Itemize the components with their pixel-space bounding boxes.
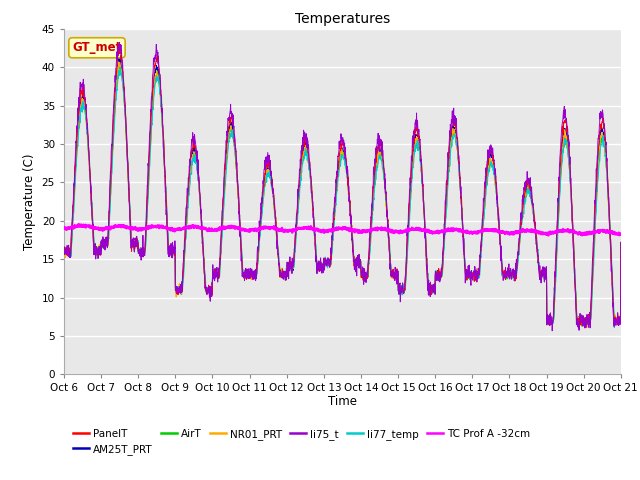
Title: Temperatures: Temperatures xyxy=(295,12,390,26)
X-axis label: Time: Time xyxy=(328,395,357,408)
Y-axis label: Temperature (C): Temperature (C) xyxy=(23,153,36,250)
Text: GT_met: GT_met xyxy=(72,41,122,54)
Legend: PanelT, AM25T_PRT, AirT, NR01_PRT, li75_t, li77_temp, TC Prof A -32cm: PanelT, AM25T_PRT, AirT, NR01_PRT, li75_… xyxy=(69,424,534,459)
